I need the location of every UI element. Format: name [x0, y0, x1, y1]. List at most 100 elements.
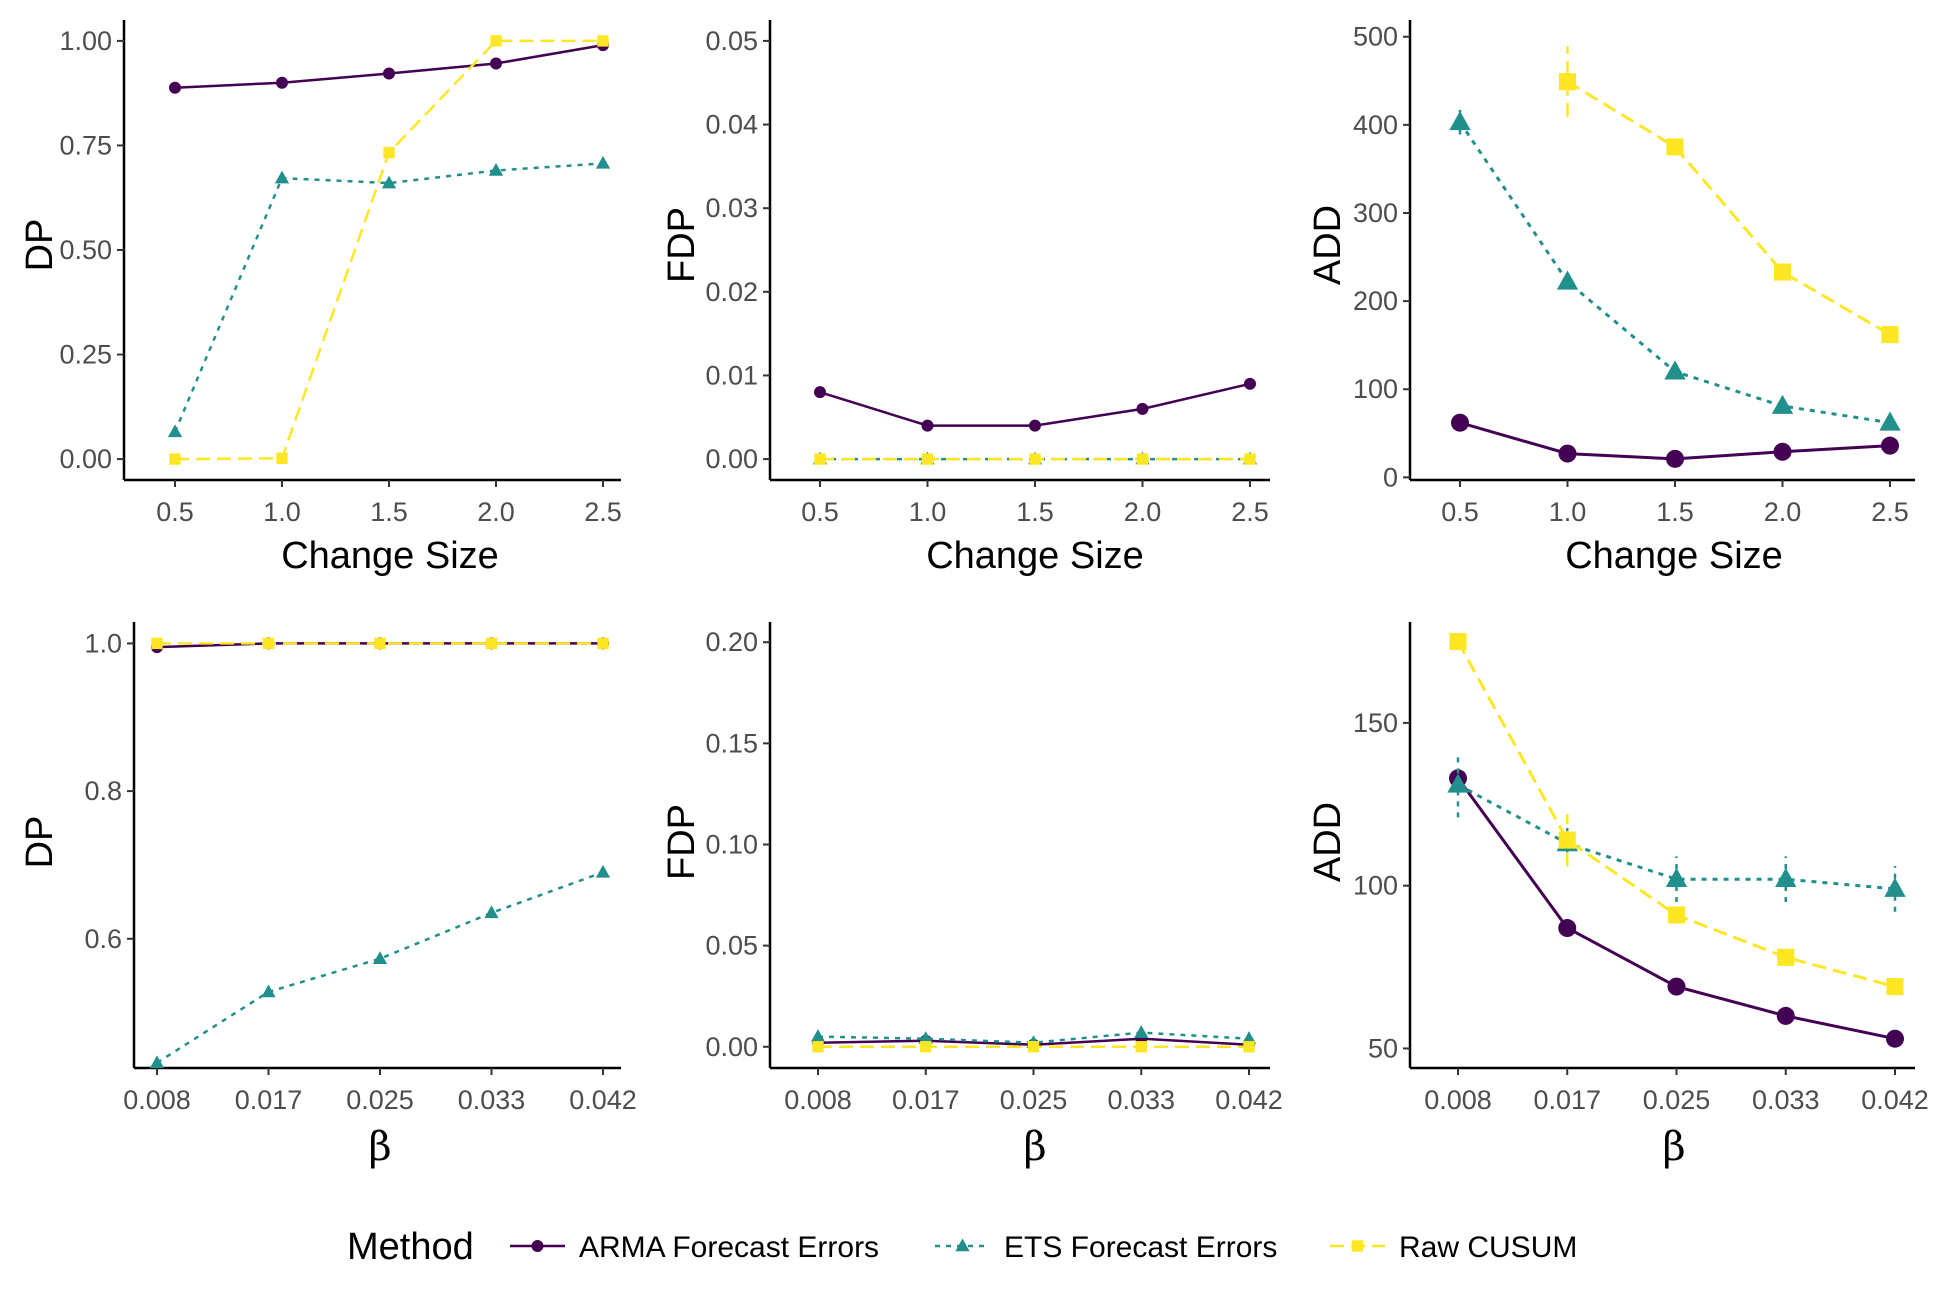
data-point: [490, 57, 502, 70]
data-point: [1558, 831, 1576, 849]
x-tick-label: 1.5: [1656, 497, 1694, 527]
data-point: [1665, 867, 1688, 888]
x-tick-label: 0.5: [156, 497, 194, 527]
x-tick-label: 0.008: [784, 1085, 852, 1115]
x-tick-label: 0.025: [1643, 1085, 1711, 1115]
panel-add-beta: 50 100 150 0.008 0.017 0.025 0.033 0.042 β ADD: [1307, 622, 1929, 1170]
y-tick-label: 0.05: [705, 26, 758, 56]
data-point: [484, 905, 499, 919]
data-point: [374, 637, 386, 650]
data-point: [1027, 1041, 1040, 1053]
y-tick-label: 0: [1383, 462, 1398, 492]
data-point: [597, 637, 609, 650]
x-tick-label: 2.5: [1231, 497, 1269, 527]
series-line: [174, 39, 603, 461]
y-tick-label: 0.6: [84, 924, 122, 954]
legend-item-arma: ARMA Forecast Errors: [510, 1231, 879, 1264]
y-axis-title: DP: [19, 219, 61, 272]
data-point: [276, 76, 288, 89]
data-point: [920, 1041, 932, 1053]
x-tick-label: 0.5: [801, 497, 839, 527]
data-point: [921, 419, 934, 432]
data-point: [149, 1055, 165, 1069]
y-tick-label: 1.0: [84, 628, 122, 658]
x-tick-label: 2.5: [584, 497, 622, 527]
x-tick-label: 0.017: [235, 1085, 303, 1115]
legend-marker: [1351, 1240, 1364, 1252]
data-point: [1667, 906, 1686, 924]
legend-marker: [955, 1238, 970, 1252]
data-point: [595, 155, 611, 169]
data-point: [597, 35, 609, 47]
data-point: [372, 951, 388, 964]
x-tick-label: 1.0: [1549, 497, 1587, 527]
y-tick-label: 0.25: [59, 340, 112, 370]
x-tick-label: 2.0: [477, 497, 515, 527]
panel-fdp-beta: 0.00 0.05 0.10 0.15 0.20 0.008 0.017 0.025 0.033…: [661, 622, 1283, 1170]
data-point: [488, 163, 504, 176]
data-point: [1241, 1031, 1257, 1044]
data-point: [1449, 632, 1467, 651]
x-tick-label: 1.0: [263, 497, 301, 527]
y-axis-title: FDP: [661, 804, 703, 880]
legend-item-raw-cusum: Raw CUSUM: [1330, 1231, 1577, 1264]
panel-dp-beta: 0.6 0.8 1.0 0.008 0.017 0.025 0.033 0.042 β DP: [19, 622, 637, 1170]
data-point: [1029, 453, 1041, 465]
x-axis-title: Change Size: [1565, 535, 1783, 577]
data-point: [1667, 977, 1686, 996]
x-tick-label: 0.042: [1215, 1085, 1283, 1115]
data-point: [814, 386, 826, 399]
data-point: [1881, 326, 1899, 344]
x-tick-label: 1.5: [370, 497, 408, 527]
y-axis-title: ADD: [1307, 802, 1349, 882]
y-tick-label: 100: [1353, 871, 1398, 901]
data-point: [262, 637, 275, 650]
data-point: [383, 67, 395, 80]
y-tick-label: 1.00: [59, 26, 112, 56]
data-point: [1558, 444, 1577, 463]
data-point: [274, 170, 290, 184]
x-tick-label: 0.025: [1000, 1085, 1068, 1115]
y-tick-label: 0.00: [59, 444, 112, 474]
x-tick-label: 0.017: [892, 1085, 960, 1115]
legend-marker: [531, 1240, 544, 1252]
data-point: [1244, 377, 1256, 390]
x-tick-label: 0.008: [123, 1085, 191, 1115]
y-tick-label: 0.10: [705, 829, 758, 859]
y-tick-label: 0.03: [705, 193, 758, 223]
legend: Method ARMA Forecast Errors ETS Forecast…: [347, 1226, 1577, 1268]
data-point: [814, 453, 826, 465]
data-point: [1451, 413, 1469, 432]
data-point: [167, 424, 183, 438]
panel-fdp-change-size: 0.000.010.020.030.040.050.5 1.0 1.5 2.0 2.5 …: [661, 20, 1270, 577]
data-point: [918, 1031, 933, 1044]
x-tick-label: 0.025: [346, 1085, 414, 1115]
legend-title: Method: [347, 1226, 474, 1268]
data-point: [921, 453, 934, 465]
x-tick-label: 0.008: [1424, 1085, 1492, 1115]
data-point: [169, 81, 181, 94]
legend-item-ets: ETS Forecast Errors: [935, 1231, 1277, 1264]
data-point: [1244, 453, 1256, 465]
data-point: [1134, 1025, 1149, 1038]
y-axis-title: ADD: [1307, 205, 1349, 285]
data-point: [151, 637, 163, 650]
x-tick-label: 0.042: [569, 1085, 637, 1115]
y-tick-label: 0.20: [705, 627, 758, 657]
series-line: [819, 382, 1251, 427]
data-point: [1771, 394, 1794, 414]
y-tick-label: 150: [1353, 708, 1398, 738]
data-point: [1666, 449, 1684, 468]
y-tick-label: 300: [1353, 198, 1398, 228]
data-point: [1881, 436, 1899, 455]
x-tick-label: 1.5: [1016, 497, 1054, 527]
data-point: [1775, 867, 1797, 888]
x-tick-label: 0.5: [1441, 497, 1479, 527]
x-tick-label: 0.017: [1533, 1085, 1601, 1115]
x-axis-title: β: [1662, 1124, 1685, 1170]
data-point: [1449, 110, 1471, 131]
x-tick-label: 2.0: [1124, 497, 1162, 527]
data-point: [1136, 402, 1149, 415]
x-tick-label: 1.0: [909, 497, 947, 527]
